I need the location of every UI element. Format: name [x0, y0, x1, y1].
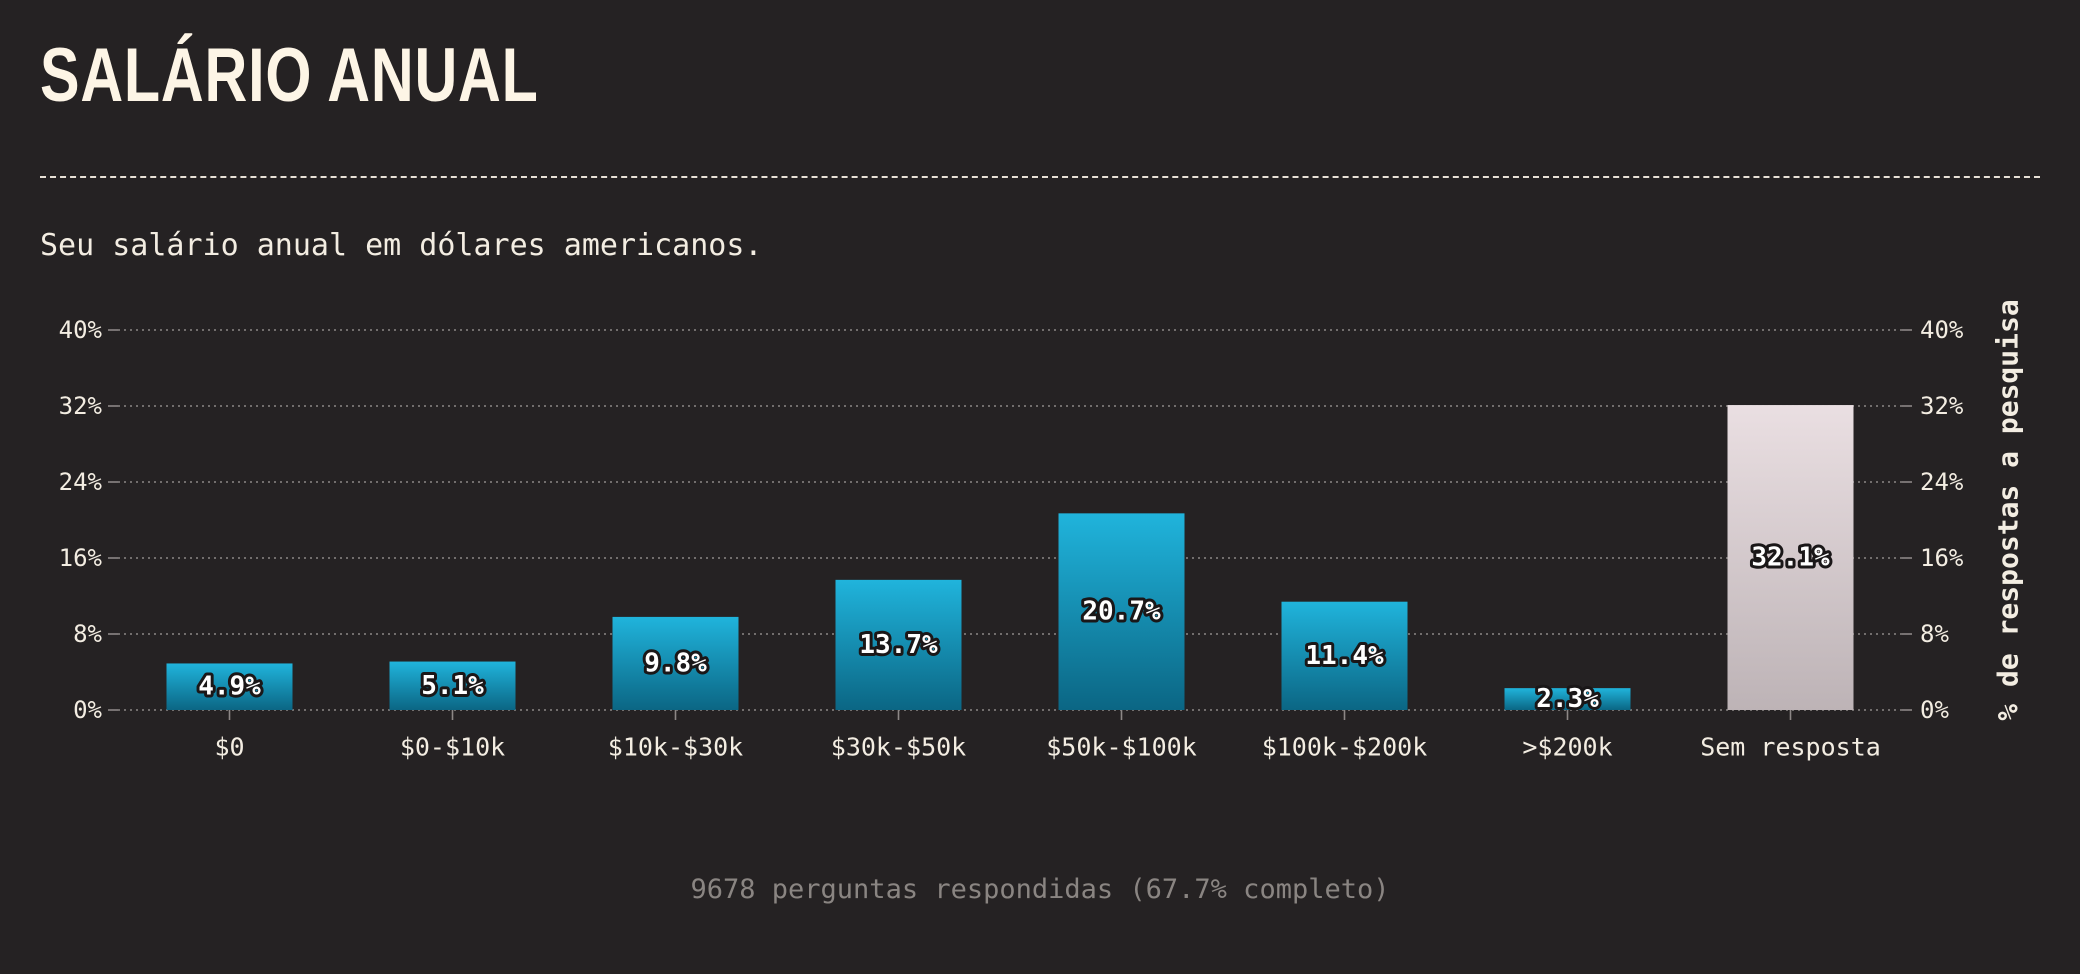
y-tick-label-left: 8%: [73, 620, 102, 648]
bar: [1058, 513, 1185, 710]
y-tick-label-right: 0%: [1920, 696, 1949, 724]
bar: [1281, 601, 1408, 710]
y-tick-label-left: 0%: [73, 696, 102, 724]
axes: 0% 0% 8% 8% 16% 16% 24% 24% 32% 32% 40% 40% $0 $0-$10…: [59, 299, 2025, 761]
bar-value-label: 4.9%: [198, 672, 261, 702]
y-tick-label-right: 16%: [1920, 544, 1964, 572]
x-category-label: $0-$10k: [400, 733, 505, 762]
y-tick-label-right: 40%: [1920, 316, 1964, 344]
bars: [166, 405, 1854, 710]
bar: [1727, 405, 1854, 710]
x-category-label: $10k-$30k: [608, 733, 743, 762]
value-labels: 4.9% 5.1% 9.8% 13.7% 20.7% 11.4% 2.3% 32.1%: [195, 540, 1833, 718]
bar-value-label: 11.4%: [1305, 641, 1384, 671]
y-tick-label-left: 32%: [59, 392, 103, 420]
y-tick-label-left: 24%: [59, 468, 103, 496]
bar: [1504, 688, 1631, 710]
chart-subtitle: Seu salário anual em dólares americanos.: [40, 228, 763, 263]
grid-lines: [118, 329, 1902, 711]
x-category-label: $50k-$100k: [1046, 733, 1197, 762]
bar: [389, 661, 516, 710]
y-tick-label-right: 24%: [1920, 468, 1964, 496]
bar-value-label: 32.1%: [1751, 543, 1830, 573]
bar-value-label: 20.7%: [1082, 597, 1161, 627]
chart-title: SALÁRIO ANUAL: [40, 33, 539, 118]
bar-value-label: 2.3%: [1536, 684, 1599, 714]
bar: [835, 579, 962, 710]
x-category-label: >$200k: [1522, 733, 1612, 762]
x-category-label: $30k-$50k: [831, 733, 966, 762]
x-category-label: $100k-$200k: [1262, 733, 1428, 762]
responses-footer: 9678 perguntas respondidas (67.7% comple…: [690, 874, 1390, 905]
y-axis-label: % de respostas a pesquisa: [1992, 299, 2025, 720]
y-tick-label-left: 40%: [59, 316, 103, 344]
title-divider: [40, 176, 2040, 178]
bar-value-label: 5.1%: [421, 671, 484, 701]
y-tick-label-right: 8%: [1920, 620, 1949, 648]
bar-value-label: 9.8%: [644, 648, 707, 678]
x-category-label: Sem resposta: [1700, 733, 1881, 762]
y-tick-label-right: 32%: [1920, 392, 1964, 420]
bar: [612, 616, 739, 710]
y-tick-label-left: 16%: [59, 544, 103, 572]
x-category-label: $0: [214, 733, 244, 762]
bar: [166, 663, 293, 710]
bar-value-label: 13.7%: [859, 630, 938, 660]
